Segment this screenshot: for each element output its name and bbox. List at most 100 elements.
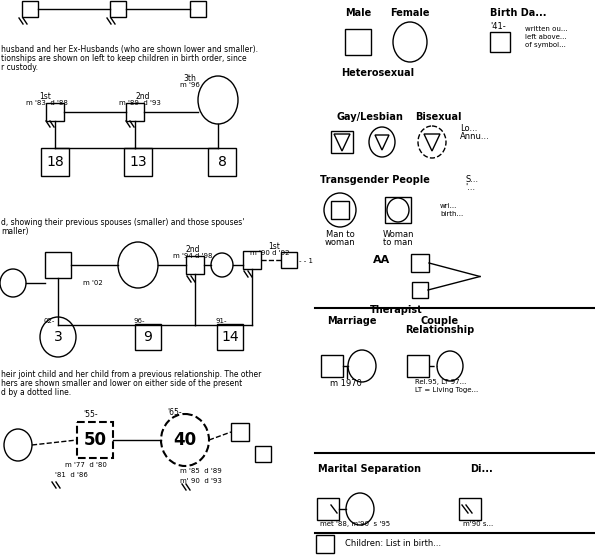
Text: m'90 s...: m'90 s...: [463, 521, 493, 527]
Bar: [316, 535, 334, 553]
Text: Heterosexual: Heterosexual: [342, 68, 415, 78]
Text: Gay/Lesbian: Gay/Lesbian: [337, 112, 403, 122]
Text: met '88, m'90  s '95: met '88, m'90 s '95: [320, 521, 390, 527]
Bar: [46, 103, 64, 121]
Ellipse shape: [40, 317, 76, 357]
Bar: [45, 252, 71, 278]
Ellipse shape: [198, 76, 238, 124]
Ellipse shape: [324, 193, 356, 227]
Text: d, showing their previous spouses (smaller) and those spouses': d, showing their previous spouses (small…: [1, 218, 245, 227]
Ellipse shape: [346, 493, 374, 525]
Ellipse shape: [393, 22, 427, 62]
Text: m' 90  d '93: m' 90 d '93: [180, 478, 222, 484]
Text: S...: S...: [465, 175, 478, 184]
Bar: [255, 446, 271, 462]
Text: '65-: '65-: [167, 408, 181, 417]
Text: left above...: left above...: [525, 34, 566, 40]
Bar: [190, 1, 206, 17]
Text: 50: 50: [83, 431, 107, 449]
Text: '55-: '55-: [83, 410, 98, 419]
Text: Couple: Couple: [421, 316, 459, 326]
Bar: [77, 422, 113, 458]
Text: Male: Male: [345, 8, 371, 18]
Text: tionships are shown on left to keep children in birth order, since: tionships are shown on left to keep chil…: [1, 54, 246, 63]
Text: 02-: 02-: [44, 318, 55, 324]
Bar: [331, 201, 349, 219]
Text: m '85  d '89: m '85 d '89: [180, 468, 222, 474]
Text: '81  d '86: '81 d '86: [55, 472, 88, 478]
Bar: [231, 423, 249, 441]
Text: m '89  d '93: m '89 d '93: [119, 100, 161, 106]
Text: woman: woman: [325, 238, 355, 247]
Bar: [124, 148, 152, 176]
Ellipse shape: [118, 242, 158, 288]
Ellipse shape: [211, 253, 233, 277]
Text: 1st: 1st: [39, 92, 51, 101]
Text: written ou...: written ou...: [525, 26, 568, 32]
Text: m '96: m '96: [180, 82, 200, 88]
Text: wri...: wri...: [440, 203, 458, 209]
Text: 91-: 91-: [216, 318, 227, 324]
Text: of symbol...: of symbol...: [525, 42, 566, 48]
Bar: [385, 197, 411, 223]
Text: - - 1: - - 1: [299, 258, 313, 264]
Polygon shape: [424, 134, 440, 151]
Text: d by a dotted line.: d by a dotted line.: [1, 388, 71, 397]
Ellipse shape: [418, 126, 446, 158]
Text: 96-: 96-: [134, 318, 146, 324]
Bar: [490, 32, 510, 52]
Bar: [281, 252, 297, 268]
Ellipse shape: [437, 351, 463, 381]
Bar: [411, 254, 429, 272]
Bar: [407, 355, 429, 377]
Ellipse shape: [4, 429, 32, 461]
Text: Female: Female: [390, 8, 430, 18]
Polygon shape: [375, 135, 389, 150]
Text: Relationship: Relationship: [405, 325, 475, 335]
Bar: [186, 256, 204, 274]
Bar: [135, 324, 161, 350]
Text: m '02: m '02: [83, 280, 103, 286]
Text: m 1970: m 1970: [330, 379, 362, 388]
Ellipse shape: [387, 198, 409, 222]
Text: Man to: Man to: [325, 230, 355, 239]
Text: 3: 3: [54, 330, 62, 344]
Text: Lo...: Lo...: [460, 124, 477, 133]
Text: heir joint child and her child from a previous relationship. The other: heir joint child and her child from a pr…: [1, 370, 261, 379]
Text: 14: 14: [221, 330, 239, 344]
Text: m '94 d '98: m '94 d '98: [173, 253, 213, 259]
Text: m '90 d '92: m '90 d '92: [250, 250, 290, 256]
Text: maller): maller): [1, 227, 29, 236]
Bar: [41, 148, 69, 176]
Text: Birth Da...: Birth Da...: [490, 8, 546, 18]
Bar: [243, 251, 261, 269]
Text: m '77  d '80: m '77 d '80: [65, 462, 107, 468]
Ellipse shape: [161, 414, 209, 466]
Text: Woman: Woman: [382, 230, 414, 239]
Bar: [126, 103, 144, 121]
Text: 9: 9: [143, 330, 152, 344]
Text: Transgender People: Transgender People: [320, 175, 430, 185]
Text: 18: 18: [46, 155, 64, 169]
Text: '...: '...: [465, 183, 475, 192]
Bar: [317, 498, 339, 520]
Text: '41-: '41-: [490, 22, 506, 31]
Text: Therapist: Therapist: [370, 305, 423, 315]
Text: Children: List in birth...: Children: List in birth...: [345, 540, 441, 549]
Text: Rel.95, LT 97...: Rel.95, LT 97...: [415, 379, 466, 385]
Text: 3th: 3th: [184, 74, 196, 83]
Text: m '83  d '88: m '83 d '88: [26, 100, 68, 106]
Text: Bisexual: Bisexual: [415, 112, 461, 122]
Ellipse shape: [0, 269, 26, 297]
Text: 2nd: 2nd: [136, 92, 151, 101]
Text: AA: AA: [372, 255, 390, 265]
Ellipse shape: [369, 127, 395, 157]
Bar: [22, 1, 38, 17]
Text: to man: to man: [383, 238, 413, 247]
Text: 8: 8: [218, 155, 227, 169]
Polygon shape: [334, 134, 350, 151]
Bar: [217, 324, 243, 350]
Text: 2nd: 2nd: [186, 245, 201, 254]
Bar: [412, 282, 428, 298]
Text: 1st: 1st: [268, 242, 280, 251]
